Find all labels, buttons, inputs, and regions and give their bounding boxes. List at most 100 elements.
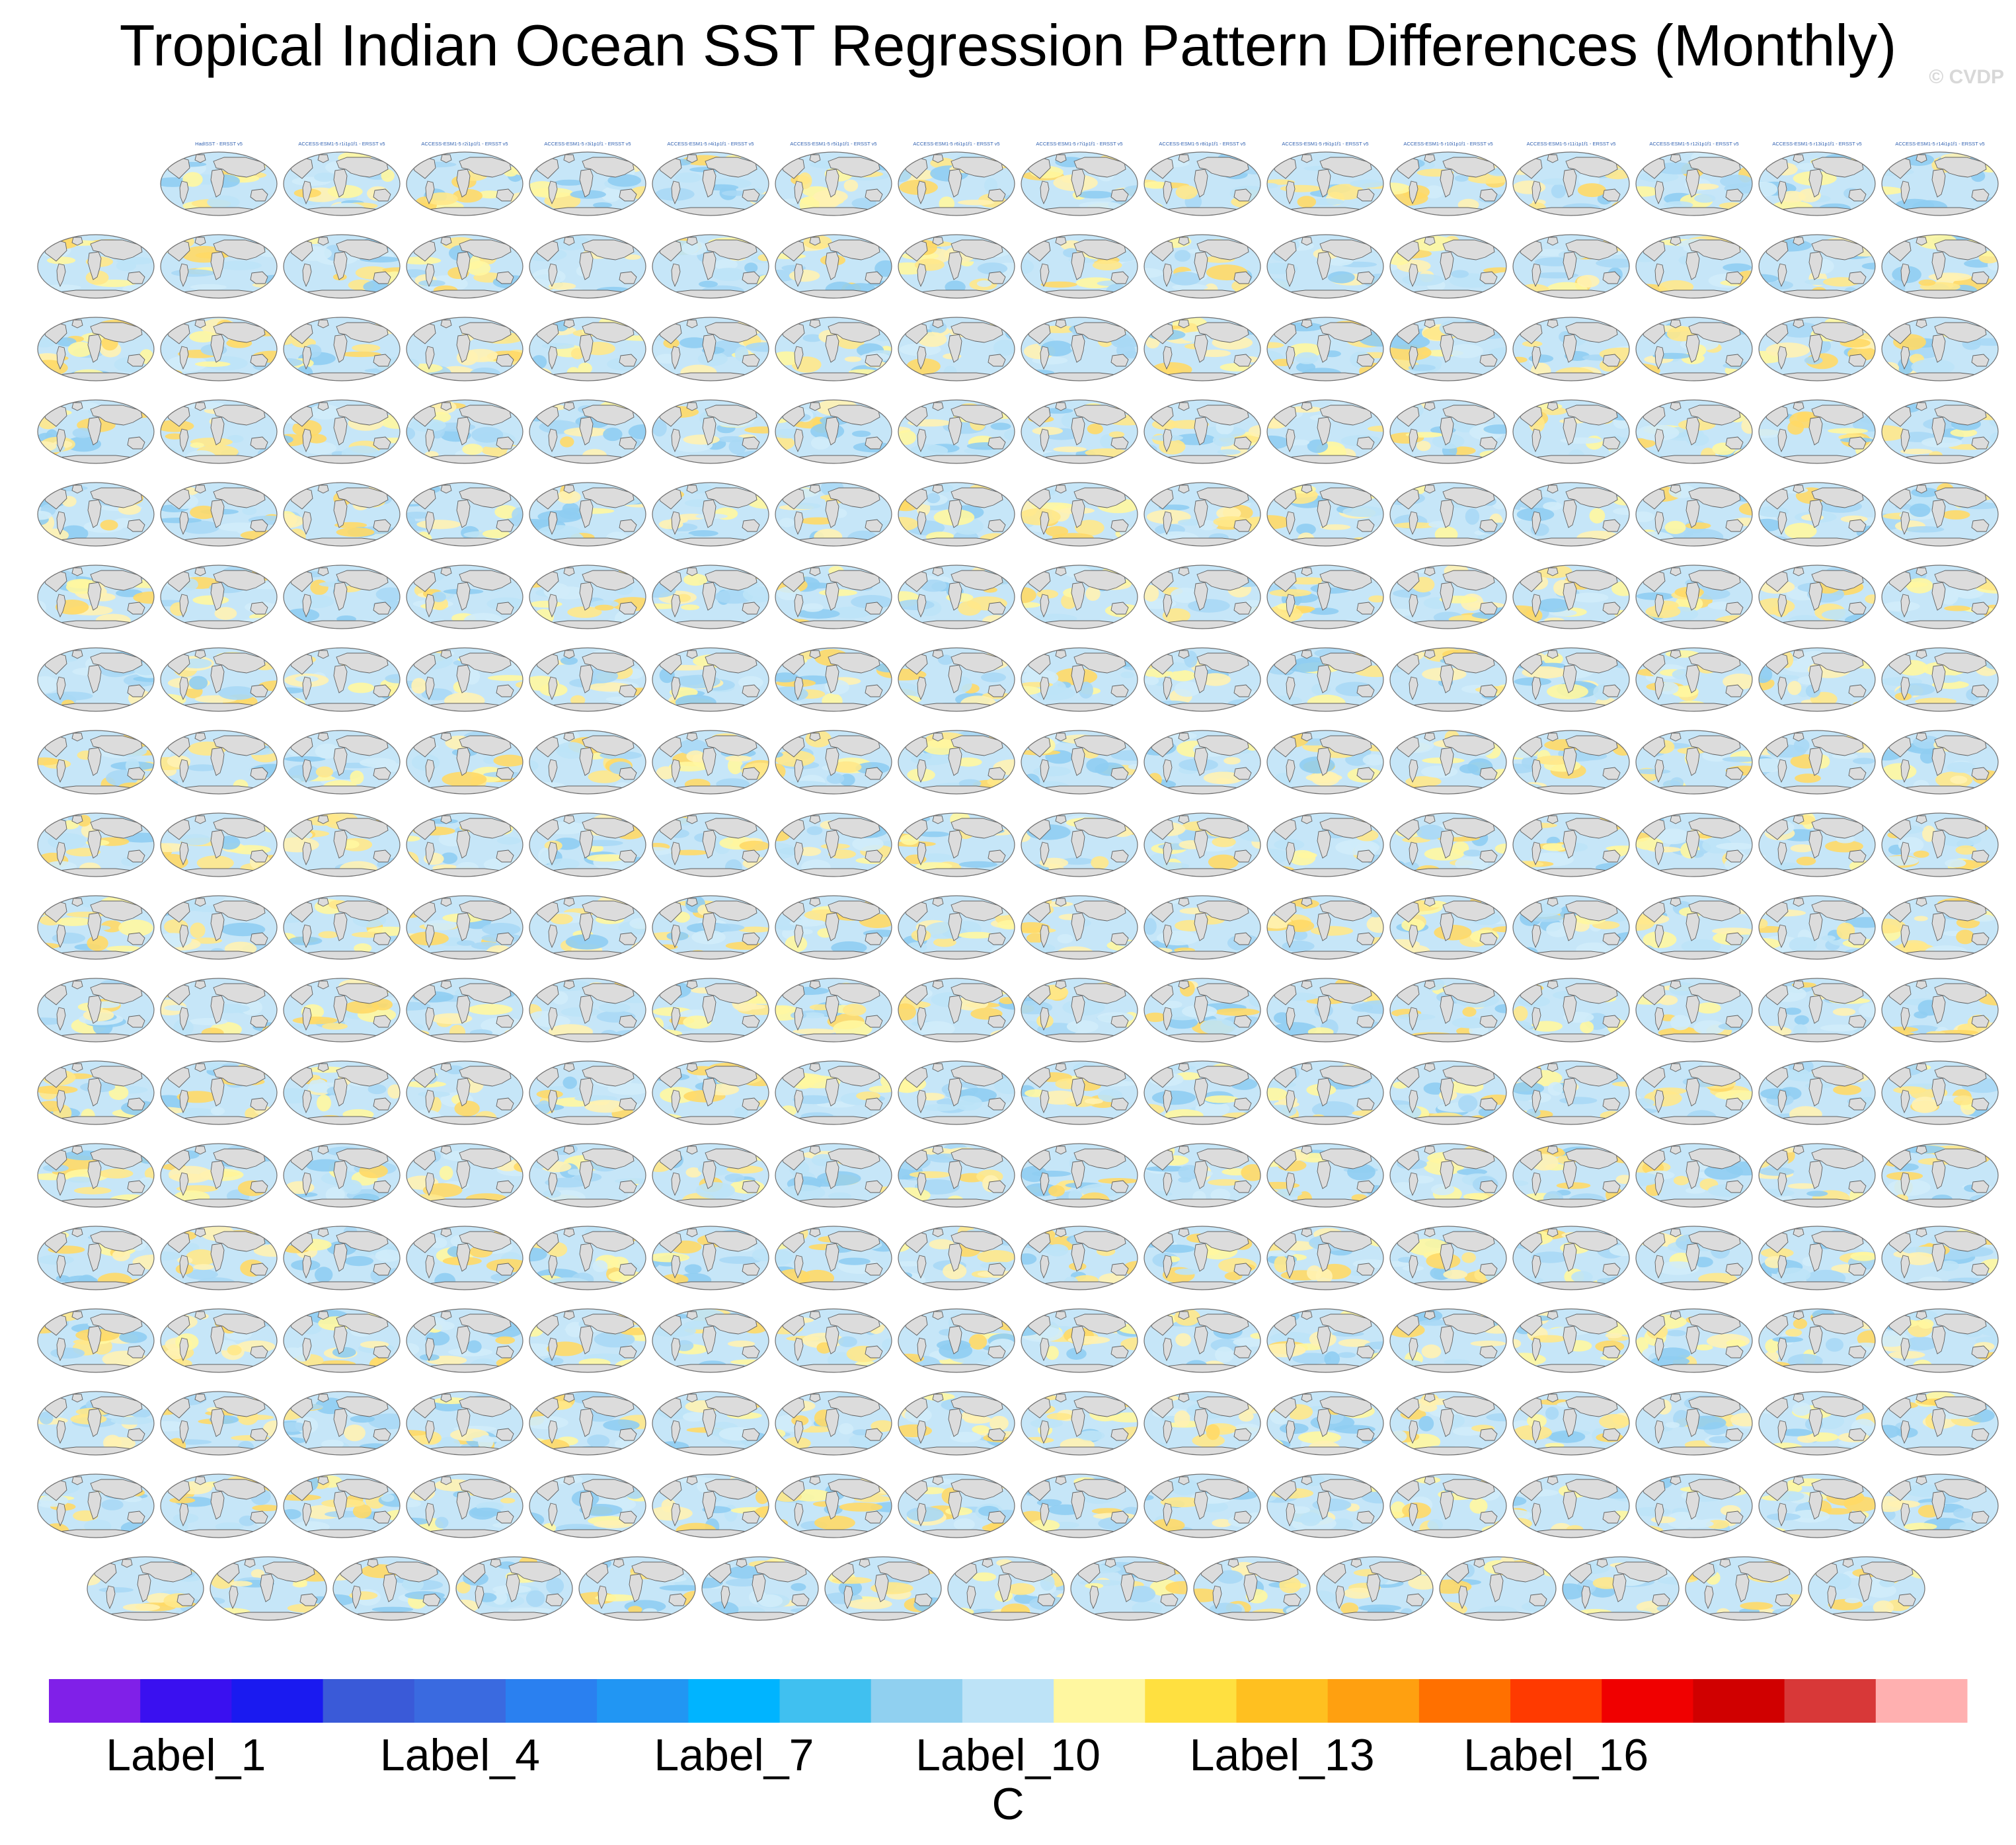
map-panel — [898, 482, 1015, 547]
colorbar-label: Label_16 — [1463, 1730, 1648, 1780]
map-panel — [529, 482, 646, 547]
map-panel — [701, 1556, 819, 1621]
map-panel — [37, 1143, 155, 1208]
map-panel — [1758, 1060, 1876, 1125]
map-panel — [529, 399, 646, 464]
map-panel — [1758, 234, 1876, 299]
map-panel — [160, 1391, 278, 1456]
map-panel — [1193, 1556, 1311, 1621]
map-panel: ACCESS-ESM1-5 r3i1p1f1 - ERSST v5 — [529, 141, 646, 216]
map-panel — [1635, 1226, 1753, 1290]
map-panel — [1389, 895, 1507, 960]
map-panel — [1266, 1060, 1384, 1125]
colorbar-segment — [1693, 1679, 1785, 1723]
map-panel — [1266, 317, 1384, 381]
map-panel — [1021, 730, 1138, 795]
panel-title: ACCESS-ESM1-5 r8i1p1f1 - ERSST v5 — [1159, 141, 1245, 147]
map-panel — [1389, 1060, 1507, 1125]
map-panel — [1512, 1143, 1630, 1208]
map-panel — [406, 1143, 523, 1208]
map-panel — [1021, 978, 1138, 1042]
map-panel — [1021, 399, 1138, 464]
map-panel — [1562, 1556, 1680, 1621]
panel-title: ACCESS-ESM1-5 r2i1p1f1 - ERSST v5 — [421, 141, 508, 147]
colorbar-segment — [140, 1679, 232, 1723]
map-panel — [283, 1143, 401, 1208]
map-panel — [775, 730, 892, 795]
map-panel — [1266, 1226, 1384, 1290]
map-panel — [1389, 1143, 1507, 1208]
map-panel — [652, 482, 769, 547]
colorbar-segment — [1327, 1679, 1420, 1723]
map-panel — [1144, 1308, 1261, 1373]
colorbar-label: Label_10 — [915, 1730, 1101, 1780]
map-panel: ACCESS-ESM1-5 r2i1p1f1 - ERSST v5 — [406, 141, 523, 216]
map-panel: ACCESS-ESM1-5 r12i1p1f1 - ERSST v5 — [1635, 141, 1753, 216]
map-panel — [1881, 1473, 1999, 1538]
map-panel — [1808, 1556, 1925, 1621]
colorbar-label: Label_4 — [380, 1730, 540, 1780]
map-panel — [406, 565, 523, 629]
map-panel — [332, 1556, 450, 1621]
map-panel — [529, 1060, 646, 1125]
map-panel — [37, 895, 155, 960]
map-panel — [37, 647, 155, 712]
map-panel: ACCESS-ESM1-5 r5i1p1f1 - ERSST v5 — [775, 141, 892, 216]
map-panel — [775, 812, 892, 877]
panel-grid: HadISST - ERSST v5 ACCESS-ESM1-5 r1i1p1f1… — [37, 141, 1999, 1621]
map-panel — [160, 399, 278, 464]
map-panel — [1144, 482, 1261, 547]
map-panel — [652, 1060, 769, 1125]
map-panel — [1266, 812, 1384, 877]
colorbar-segment — [323, 1679, 415, 1723]
map-panel — [1881, 1308, 1999, 1373]
colorbar-segment — [1602, 1679, 1693, 1723]
map-panel — [160, 730, 278, 795]
map-panel — [406, 482, 523, 547]
colorbar-segment — [1054, 1679, 1145, 1723]
panel-title: ACCESS-ESM1-5 r10i1p1f1 - ERSST v5 — [1403, 141, 1493, 147]
map-panel — [898, 1391, 1015, 1456]
panel-title: ACCESS-ESM1-5 r12i1p1f1 - ERSST v5 — [1649, 141, 1738, 147]
map-panel — [455, 1556, 573, 1621]
map-panel — [1758, 399, 1876, 464]
map-panel — [1144, 1143, 1261, 1208]
map-panel — [652, 1473, 769, 1538]
panel-title: ACCESS-ESM1-5 r9i1p1f1 - ERSST v5 — [1282, 141, 1368, 147]
map-panel — [1758, 317, 1876, 381]
map-panel — [1266, 730, 1384, 795]
map-panel — [1389, 565, 1507, 629]
map-panel — [1389, 234, 1507, 299]
map-panel — [1512, 565, 1630, 629]
map-panel — [1144, 317, 1261, 381]
map-panel — [1512, 234, 1630, 299]
map-panel — [37, 482, 155, 547]
map-panel — [1758, 730, 1876, 795]
map-panel — [775, 399, 892, 464]
map-panel — [1881, 1060, 1999, 1125]
map-panel — [1881, 730, 1999, 795]
colorbar-label: Label_13 — [1190, 1730, 1375, 1780]
map-panel: ACCESS-ESM1-5 r14i1p1f1 - ERSST v5 — [1881, 141, 1999, 216]
colorbar-segment — [779, 1679, 872, 1723]
map-panel — [775, 895, 892, 960]
map-panel — [652, 730, 769, 795]
map-panel — [1389, 730, 1507, 795]
colorbar-segment — [1510, 1679, 1602, 1723]
map-panel — [1144, 812, 1261, 877]
map-panel — [1266, 1391, 1384, 1456]
map-panel — [1070, 1556, 1188, 1621]
map-panel — [406, 1391, 523, 1456]
map-panel — [775, 1143, 892, 1208]
panel-title: ACCESS-ESM1-5 r6i1p1f1 - ERSST v5 — [913, 141, 999, 147]
map-panel — [37, 317, 155, 381]
map-panel — [824, 1556, 942, 1621]
map-panel — [1389, 317, 1507, 381]
map-panel — [1635, 1308, 1753, 1373]
map-panel — [529, 1391, 646, 1456]
map-panel — [1144, 647, 1261, 712]
watermark: © CVDP — [1929, 66, 2004, 88]
map-panel — [1758, 1473, 1876, 1538]
map-panel — [898, 1308, 1015, 1373]
